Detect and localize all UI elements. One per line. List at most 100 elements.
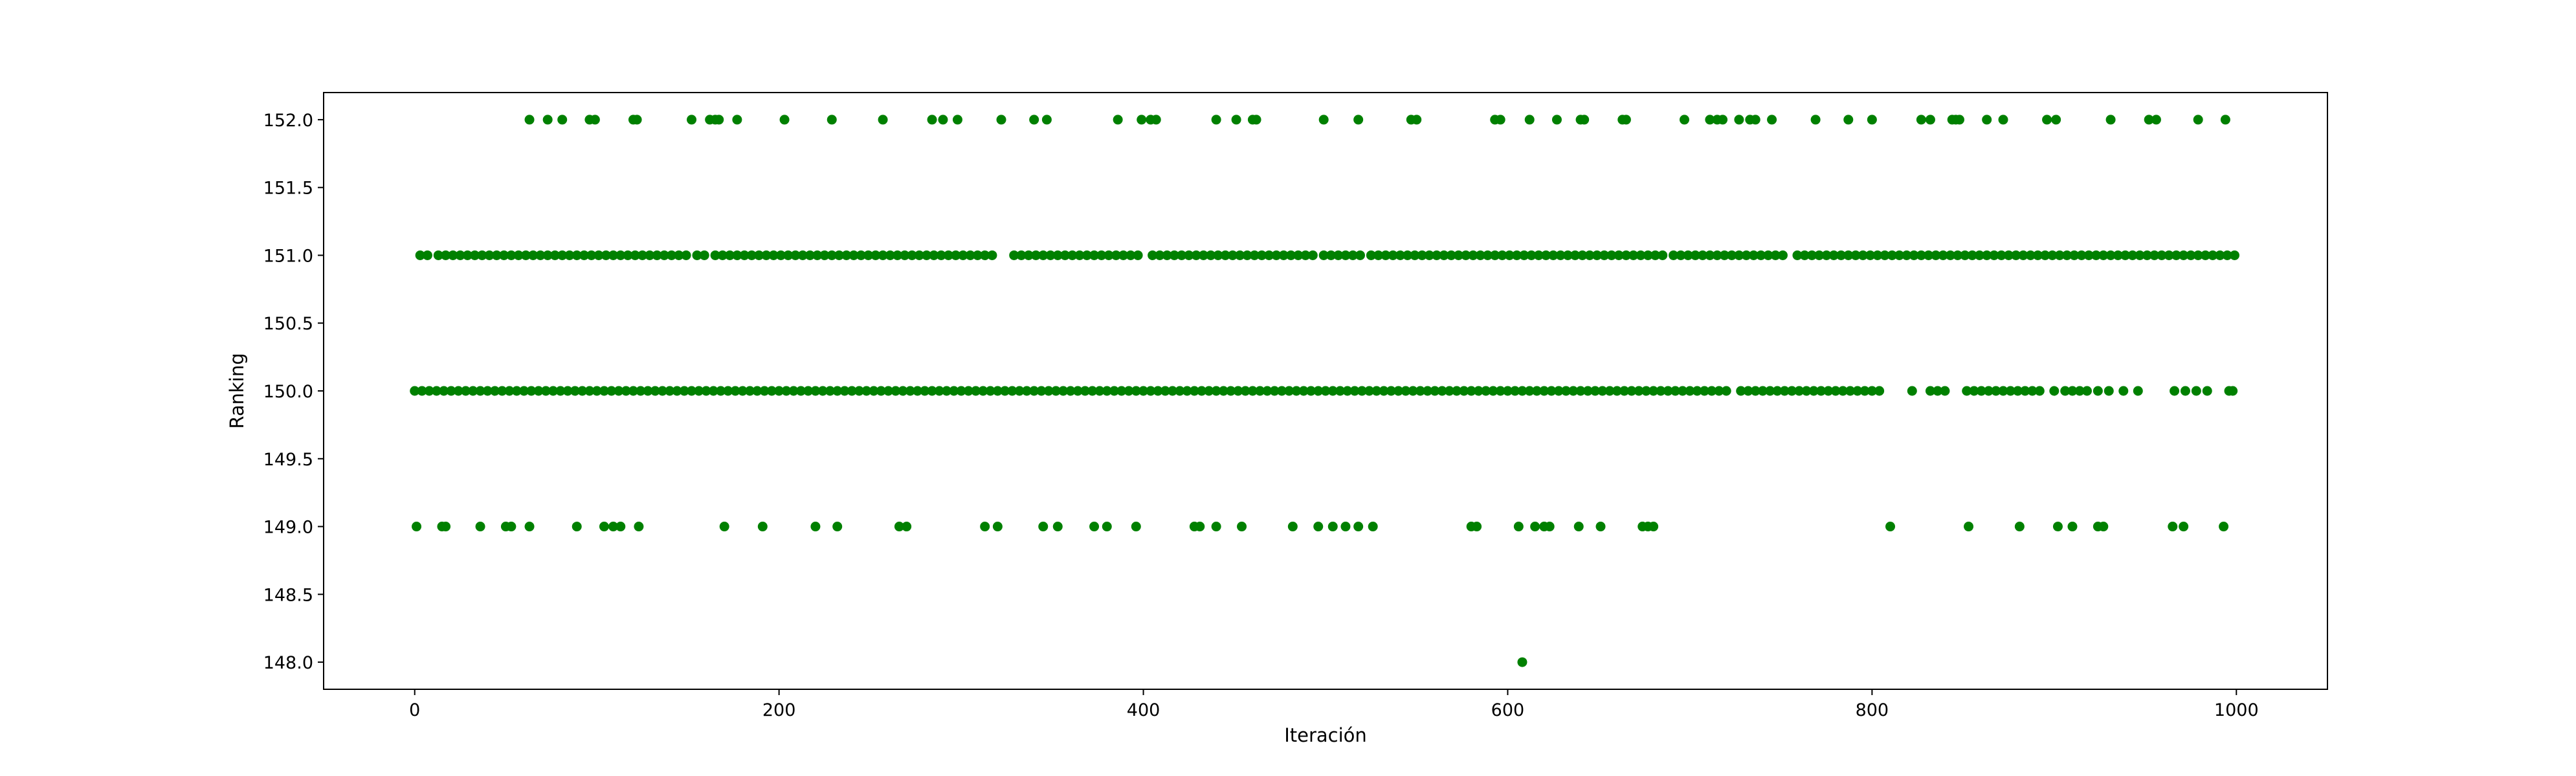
data-point bbox=[621, 386, 631, 396]
data-point bbox=[1211, 115, 1221, 125]
data-point bbox=[424, 386, 434, 396]
data-point bbox=[893, 250, 903, 260]
data-point bbox=[2164, 250, 2174, 260]
data-point bbox=[1432, 250, 1442, 260]
data-point bbox=[992, 522, 1003, 532]
data-point bbox=[1459, 386, 1469, 396]
data-point bbox=[805, 250, 815, 260]
data-point bbox=[898, 386, 908, 396]
data-point bbox=[1969, 386, 1979, 396]
data-point bbox=[754, 250, 764, 260]
x-tick-label: 0 bbox=[409, 700, 420, 720]
x-tick-label: 400 bbox=[1127, 700, 1160, 720]
data-point bbox=[632, 115, 642, 125]
data-point bbox=[783, 250, 794, 260]
data-point bbox=[2074, 386, 2085, 396]
data-point bbox=[1269, 386, 1280, 396]
data-point bbox=[907, 250, 917, 260]
data-point bbox=[719, 522, 729, 532]
data-point bbox=[985, 386, 995, 396]
data-point bbox=[1104, 250, 1114, 260]
data-point bbox=[717, 250, 727, 260]
data-point bbox=[658, 386, 668, 396]
data-point bbox=[2113, 250, 2123, 260]
data-point bbox=[739, 250, 749, 260]
data-point bbox=[1690, 250, 1700, 260]
data-point bbox=[1237, 522, 1247, 532]
data-point bbox=[1102, 386, 1112, 396]
data-point bbox=[819, 250, 830, 260]
data-point bbox=[1080, 386, 1090, 396]
data-point bbox=[599, 522, 609, 532]
data-point bbox=[2003, 250, 2014, 260]
data-point bbox=[2215, 250, 2225, 260]
data-point bbox=[1050, 386, 1061, 396]
data-point bbox=[1741, 250, 1751, 260]
data-point bbox=[608, 522, 619, 532]
data-point bbox=[987, 250, 997, 260]
data-point bbox=[1146, 386, 1156, 396]
data-point bbox=[2179, 250, 2189, 260]
data-point bbox=[1335, 386, 1346, 396]
data-point bbox=[592, 386, 602, 396]
data-point bbox=[1251, 115, 1261, 125]
data-point bbox=[996, 115, 1006, 125]
data-point bbox=[1126, 250, 1136, 260]
data-point bbox=[1513, 522, 1524, 532]
data-point bbox=[1636, 250, 1646, 260]
data-point bbox=[1757, 386, 1768, 396]
data-point bbox=[1495, 386, 1505, 396]
data-point bbox=[645, 250, 655, 260]
data-point bbox=[441, 250, 451, 260]
data-point bbox=[958, 250, 968, 260]
data-point bbox=[936, 250, 946, 260]
data-point bbox=[2120, 250, 2131, 260]
data-point bbox=[1777, 250, 1788, 260]
data-point bbox=[1502, 386, 1513, 396]
data-point bbox=[810, 386, 821, 396]
data-point bbox=[1604, 386, 1615, 396]
data-point bbox=[477, 250, 487, 260]
x-axis: 0 200 400 600 800 1000 bbox=[409, 689, 2259, 720]
data-point bbox=[878, 250, 888, 260]
data-point bbox=[1649, 522, 1659, 532]
data-point bbox=[1381, 250, 1391, 260]
data-point bbox=[1041, 115, 1052, 125]
data-point bbox=[616, 522, 626, 532]
data-point bbox=[1264, 250, 1274, 260]
data-point bbox=[441, 522, 451, 532]
data-point bbox=[1182, 386, 1192, 396]
data-point bbox=[564, 250, 575, 260]
data-point bbox=[2191, 386, 2201, 396]
y-axis-label: Ranking bbox=[226, 353, 248, 428]
data-point bbox=[1627, 386, 1637, 396]
data-point bbox=[1313, 522, 1324, 532]
data-point bbox=[1670, 386, 1680, 396]
data-point bbox=[902, 522, 912, 532]
data-point bbox=[980, 250, 990, 260]
data-point bbox=[827, 250, 837, 260]
data-point bbox=[2098, 522, 2109, 532]
data-point bbox=[1116, 386, 1127, 396]
data-point bbox=[737, 386, 748, 396]
data-point bbox=[971, 386, 981, 396]
data-point bbox=[938, 115, 948, 125]
data-point bbox=[1721, 386, 1731, 396]
data-point bbox=[1649, 386, 1659, 396]
data-point bbox=[1340, 522, 1351, 532]
data-point bbox=[1211, 522, 1221, 532]
data-point bbox=[790, 250, 801, 260]
data-point bbox=[2229, 250, 2239, 260]
data-point bbox=[1218, 386, 1228, 396]
data-point bbox=[1379, 386, 1389, 396]
data-point bbox=[1371, 386, 1382, 396]
data-point bbox=[1663, 386, 1673, 396]
data-point bbox=[963, 386, 973, 396]
data-point bbox=[708, 386, 718, 396]
data-point bbox=[2093, 386, 2103, 396]
data-point bbox=[1298, 386, 1309, 396]
data-point bbox=[1065, 386, 1076, 396]
data-point bbox=[1718, 115, 1728, 125]
data-point bbox=[1287, 522, 1298, 532]
